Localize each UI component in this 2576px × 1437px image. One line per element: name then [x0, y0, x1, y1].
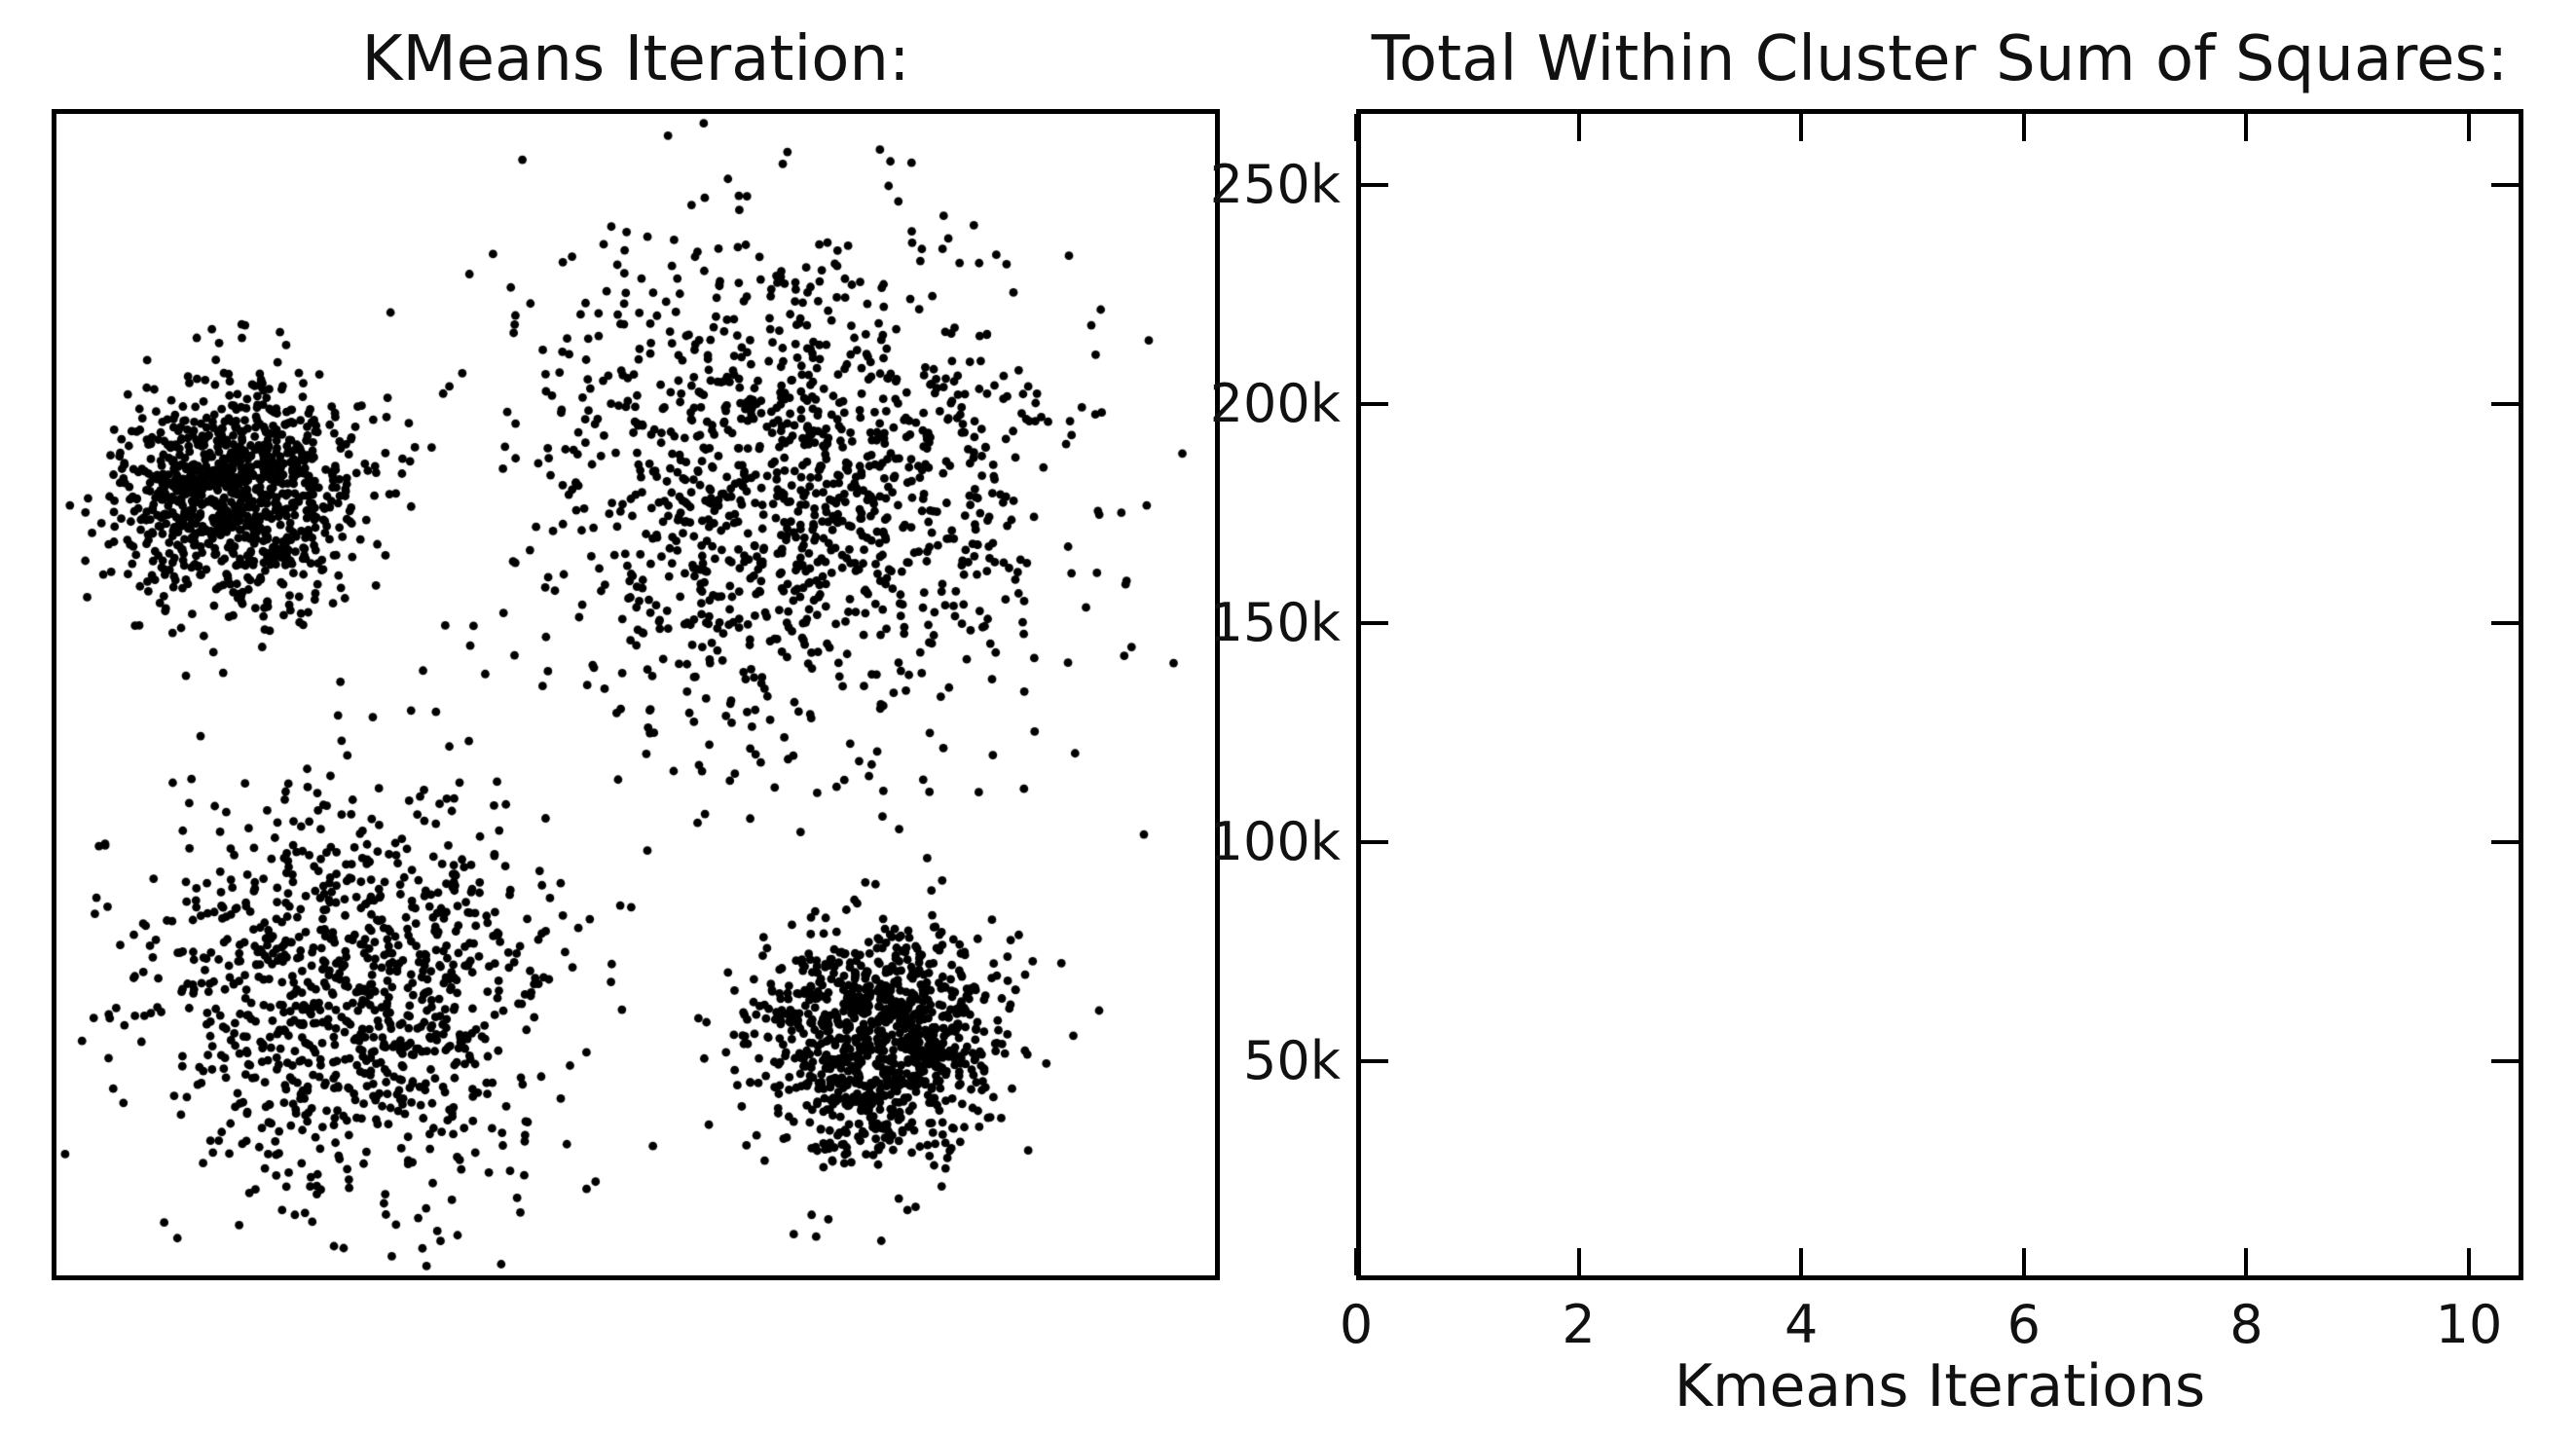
y-tick-mark: [2491, 839, 2519, 844]
x-tick-mark: [1576, 1248, 1581, 1275]
scatter-plot-area: [52, 109, 1220, 1280]
x-tick-label: 6: [2006, 1294, 2041, 1355]
x-tick-label: 0: [1339, 1294, 1374, 1355]
y-tick-mark: [1361, 620, 1388, 625]
x-tick-label: 2: [1562, 1294, 1596, 1355]
x-tick-label: 8: [2229, 1294, 2263, 1355]
y-tick-mark: [2491, 401, 2519, 406]
x-tick-mark: [2244, 114, 2249, 141]
x-tick-mark: [1354, 1248, 1358, 1275]
x-tick-mark: [2466, 114, 2471, 141]
y-tick-mark: [2491, 620, 2519, 625]
x-tick-label: 4: [1785, 1294, 1819, 1355]
x-tick-mark: [2466, 1248, 2471, 1275]
x-tick-mark: [2244, 1248, 2249, 1275]
x-tick-mark: [1799, 1248, 1804, 1275]
y-tick-label: 50k: [1243, 1029, 1341, 1091]
y-tick-label: 100k: [1209, 810, 1341, 872]
y-tick-mark: [1361, 401, 1388, 406]
y-tick-mark: [1361, 1058, 1388, 1063]
x-tick-mark: [1576, 114, 1581, 141]
x-tick-mark: [2021, 114, 2026, 141]
y-tick-mark: [1361, 839, 1388, 844]
wcss-plot-title: Total Within Cluster Sum of Squares:: [1371, 23, 2509, 95]
x-tick-mark: [2021, 1248, 2026, 1275]
x-tick-mark: [1354, 114, 1358, 141]
wcss-plot-area: [1356, 109, 2523, 1280]
y-tick-label: 250k: [1209, 153, 1341, 215]
y-tick-mark: [2491, 182, 2519, 187]
scatter-points-canvas: [56, 114, 1215, 1275]
scatter-plot-title: KMeans Iteration:: [361, 23, 910, 95]
y-tick-mark: [2491, 1058, 2519, 1063]
y-tick-label: 200k: [1209, 372, 1341, 434]
x-tick-label: 10: [2435, 1294, 2503, 1355]
x-tick-mark: [1799, 114, 1804, 141]
y-tick-mark: [1361, 182, 1388, 187]
y-tick-label: 150k: [1209, 591, 1341, 653]
wcss-x-axis-label: Kmeans Iterations: [1674, 1352, 2206, 1420]
